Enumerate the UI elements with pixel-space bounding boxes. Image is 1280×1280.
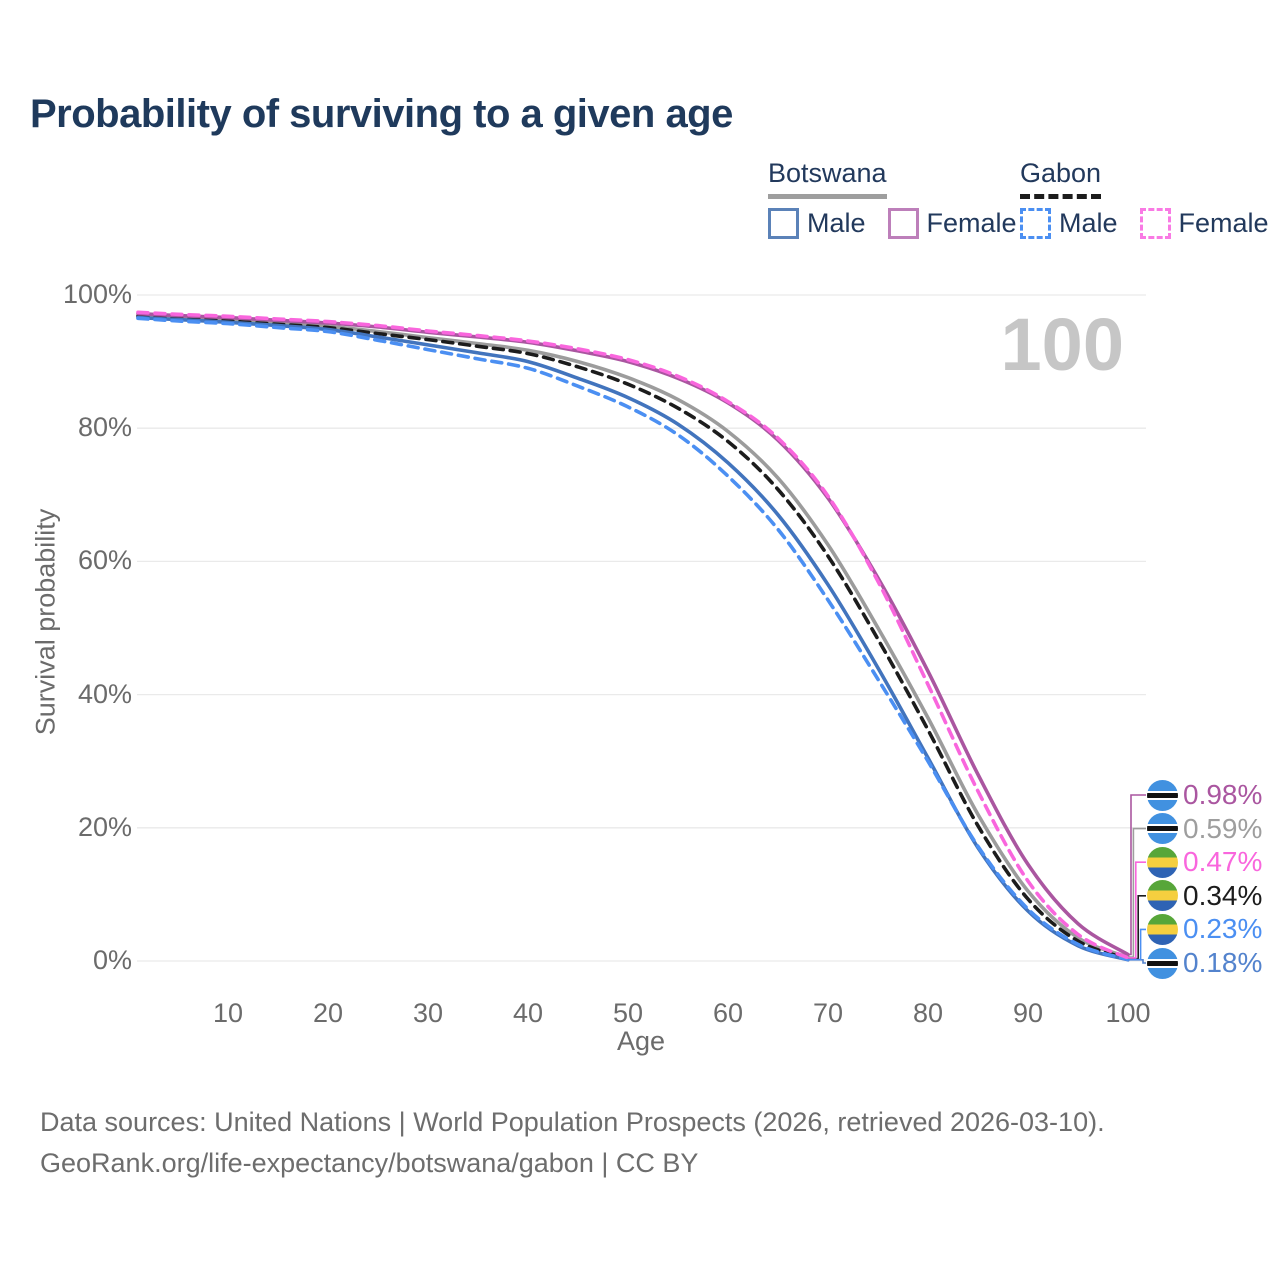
- gabon-flag-icon: [1147, 880, 1178, 912]
- line-gabon-male[interactable]: [136, 316, 1130, 962]
- legend-swatch-gabon-male[interactable]: [1020, 208, 1051, 239]
- line-botswana-female[interactable]: [136, 311, 1130, 957]
- x-tick-label: 60: [712, 998, 744, 1028]
- age-counter-watermark: 100: [1001, 303, 1124, 386]
- x-tick-label: 80: [912, 998, 944, 1028]
- legend-country-botswana[interactable]: Botswana: [768, 158, 887, 199]
- botswana-flag-icon: [1147, 779, 1178, 811]
- leader-line-botswana-female: [1128, 794, 1146, 956]
- x-tick-label: 70: [812, 998, 844, 1028]
- gabon-flag-icon: [1147, 913, 1178, 945]
- end-label-gabon-male: 0.23%: [1183, 913, 1263, 945]
- x-tick-label: 40: [512, 998, 544, 1028]
- legend-label-botswana-female[interactable]: Female: [926, 208, 1017, 238]
- legend-label-gabon-female[interactable]: Female: [1178, 208, 1269, 238]
- leader-line-gabon-female: [1128, 861, 1146, 959]
- line-botswana-male[interactable]: [136, 315, 1130, 962]
- legend-swatch-botswana-female[interactable]: [887, 208, 919, 239]
- footer: Data sources: United Nations | World Pop…: [40, 1102, 1105, 1184]
- line-gabon-female[interactable]: [136, 310, 1130, 960]
- y-tick-label: 100%: [62, 279, 132, 309]
- y-tick-label: 60%: [77, 545, 132, 576]
- y-tick-label: 20%: [77, 811, 132, 842]
- botswana-flag-icon: [1147, 813, 1178, 845]
- legend-label-botswana-male[interactable]: Male: [807, 208, 866, 238]
- y-tick-label: 40%: [77, 678, 132, 709]
- end-label-botswana-female: 0.98%: [1183, 779, 1263, 810]
- x-tick-label: 20: [312, 998, 344, 1028]
- botswana-flag-icon: [1147, 947, 1178, 979]
- legend-group-botswana: Botswana Male Female: [768, 158, 1039, 239]
- x-tick-label: 50: [612, 998, 644, 1028]
- x-tick-label: 30: [412, 998, 444, 1028]
- legend-label-gabon-male[interactable]: Male: [1059, 208, 1118, 238]
- y-tick-label: 0%: [92, 945, 132, 975]
- legend-swatch-gabon-female[interactable]: [1139, 208, 1171, 239]
- x-tick-label: 10: [212, 998, 244, 1028]
- x-tick-label: 90: [1012, 998, 1044, 1028]
- page-title: Probability of surviving to a given age: [30, 92, 733, 136]
- leader-line-botswana-both: [1128, 827, 1146, 958]
- footer-link: GeoRank.org/life-expectancy/botswana/gab…: [40, 1148, 699, 1178]
- leader-line-gabon-male: [1128, 928, 1146, 961]
- line-gabon-both[interactable]: [136, 314, 1130, 961]
- x-tick-label: 100: [1105, 998, 1151, 1028]
- footer-sources: Data sources: United Nations | World Pop…: [40, 1107, 1105, 1137]
- end-label-botswana-male: 0.18%: [1183, 947, 1263, 978]
- y-axis-title: Survival probability: [30, 508, 61, 736]
- legend-country-gabon[interactable]: Gabon: [1020, 158, 1102, 199]
- end-label-botswana-both: 0.59%: [1183, 812, 1263, 844]
- gabon-flag-icon: [1147, 846, 1178, 878]
- legend-group-gabon: Gabon Male Female: [1020, 158, 1280, 239]
- line-botswana-both[interactable]: [136, 313, 1130, 959]
- x-axis-title: Age: [616, 1026, 666, 1056]
- legend-swatch-botswana-male[interactable]: [768, 208, 799, 239]
- end-label-gabon-both: 0.34%: [1183, 879, 1263, 911]
- end-label-gabon-female: 0.47%: [1183, 846, 1263, 878]
- y-tick-label: 80%: [77, 412, 132, 443]
